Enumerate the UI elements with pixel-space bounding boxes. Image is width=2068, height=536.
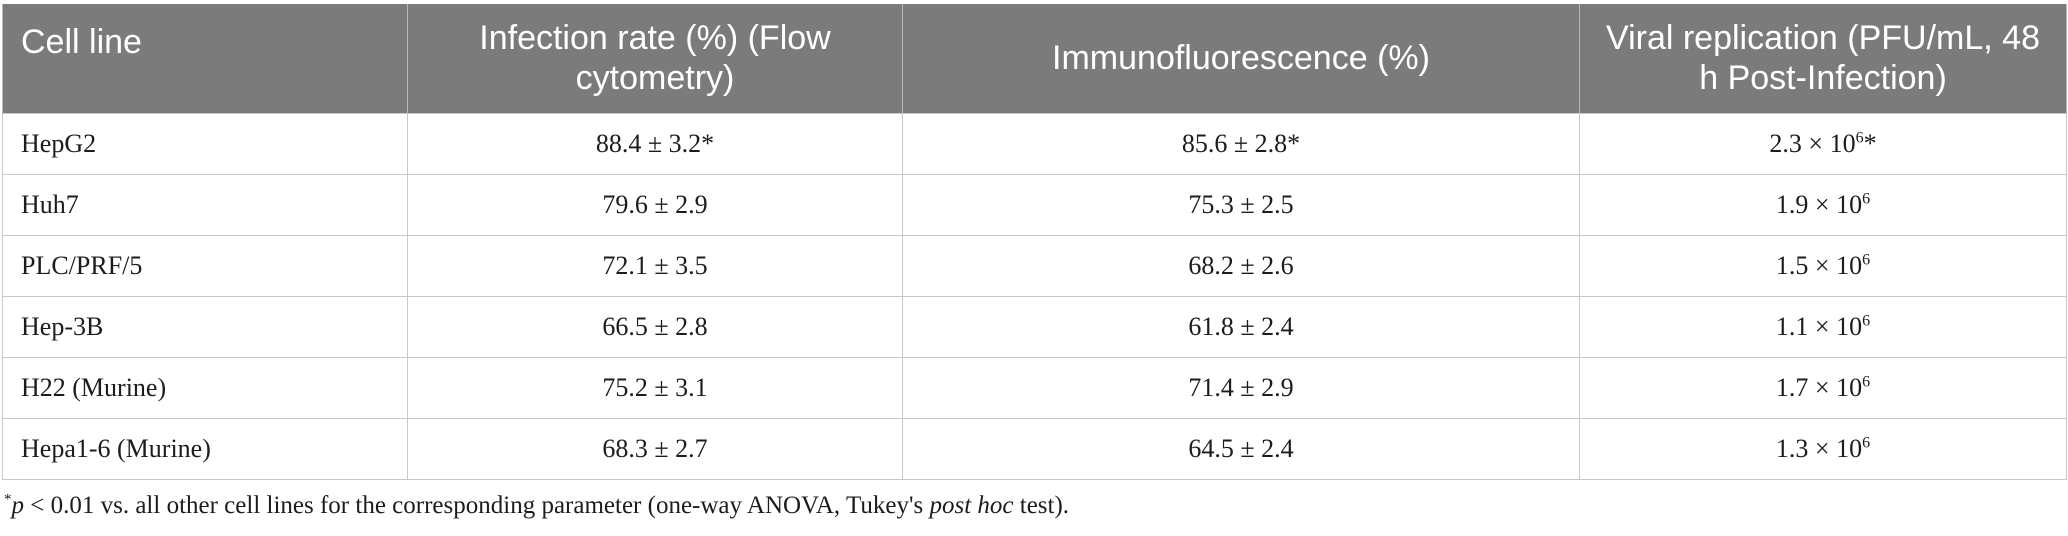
immunofluorescence-value: 68.2 ± 2.6 [902, 234, 1580, 297]
header-viral-replication: Viral replication (PFU/mL, 48 h Post-Inf… [1579, 4, 2067, 113]
header-row: Cell line Infection rate (%) (Flow cytom… [2, 4, 2067, 113]
viral-replication-value: 1.1 × 106 [1579, 295, 2067, 358]
footnote-p: p [11, 492, 25, 519]
viral-base: 1.5 × 10 [1775, 250, 1863, 280]
infection-rate-value: 68.3 ± 2.7 [407, 417, 903, 480]
immunofluorescence-value: 75.3 ± 2.5 [902, 173, 1580, 236]
viral-base: 1.7 × 10 [1775, 372, 1863, 402]
viral-exponent: 6 [1862, 433, 1871, 451]
footnote-mark: * [4, 491, 12, 508]
footnote-text-b: test). [1013, 492, 1070, 519]
viral-exponent: 6 [1862, 372, 1871, 390]
viral-exponent: 6 [1862, 250, 1871, 268]
results-table: Cell line Infection rate (%) (Flow cytom… [2, 4, 2067, 480]
footnote-post-hoc: post hoc [929, 492, 1014, 519]
infection-rate-value: 79.6 ± 2.9 [407, 173, 903, 236]
cell-line: Hep-3B [2, 295, 408, 358]
immunofluorescence-value: 71.4 ± 2.9 [902, 356, 1580, 419]
table-row: HepG2 88.4 ± 3.2* 85.6 ± 2.8* 2.3 × 106* [2, 112, 2067, 175]
footnote-text-a: < 0.01 vs. all other cell lines for the … [24, 492, 930, 519]
infection-rate-value: 75.2 ± 3.1 [407, 356, 903, 419]
cell-line: Hepa1-6 (Murine) [2, 417, 408, 480]
viral-replication-value: 1.9 × 106 [1579, 173, 2067, 236]
table-body: HepG2 88.4 ± 3.2* 85.6 ± 2.8* 2.3 × 106*… [2, 112, 2067, 480]
viral-base: 2.3 × 10 [1769, 128, 1856, 158]
viral-replication-value: 2.3 × 106* [1579, 112, 2067, 175]
viral-base: 1.9 × 10 [1775, 189, 1863, 219]
viral-exponent: 6 [1855, 128, 1864, 146]
table-row: Huh7 79.6 ± 2.9 75.3 ± 2.5 1.9 × 106 [2, 173, 2067, 236]
infection-rate-value: 72.1 ± 3.5 [407, 234, 903, 297]
immunofluorescence-value: 85.6 ± 2.8* [902, 112, 1580, 175]
cell-line: H22 (Murine) [2, 356, 408, 419]
table-row: PLC/PRF/5 72.1 ± 3.5 68.2 ± 2.6 1.5 × 10… [2, 234, 2067, 297]
data-table-container: Cell line Infection rate (%) (Flow cytom… [2, 4, 2067, 480]
cell-line: HepG2 [2, 112, 408, 175]
table-row: Hep-3B 66.5 ± 2.8 61.8 ± 2.4 1.1 × 106 [2, 295, 2067, 358]
viral-exponent: 6 [1862, 189, 1871, 207]
table-row: H22 (Murine) 75.2 ± 3.1 71.4 ± 2.9 1.7 ×… [2, 356, 2067, 419]
viral-base: 1.3 × 10 [1775, 433, 1863, 463]
header-immunofluorescence: Immunofluorescence (%) [902, 4, 1580, 113]
viral-replication-value: 1.3 × 106 [1579, 417, 2067, 480]
table-row: Hepa1-6 (Murine) 68.3 ± 2.7 64.5 ± 2.4 1… [2, 417, 2067, 480]
cell-line: Huh7 [2, 173, 408, 236]
infection-rate-value: 88.4 ± 3.2* [407, 112, 903, 175]
viral-suffix: * [1863, 128, 1877, 158]
table-footnote: *p < 0.01 vs. all other cell lines for t… [4, 492, 1069, 520]
immunofluorescence-value: 64.5 ± 2.4 [902, 417, 1580, 480]
header-cell-line: Cell line [2, 4, 408, 113]
cell-line: PLC/PRF/5 [2, 234, 408, 297]
immunofluorescence-value: 61.8 ± 2.4 [902, 295, 1580, 358]
header-infection-rate: Infection rate (%) (Flow cytometry) [407, 4, 903, 113]
viral-base: 1.1 × 10 [1775, 311, 1863, 341]
viral-exponent: 6 [1862, 311, 1871, 329]
infection-rate-value: 66.5 ± 2.8 [407, 295, 903, 358]
viral-replication-value: 1.5 × 106 [1579, 234, 2067, 297]
table-header: Cell line Infection rate (%) (Flow cytom… [2, 4, 2067, 113]
viral-replication-value: 1.7 × 106 [1579, 356, 2067, 419]
